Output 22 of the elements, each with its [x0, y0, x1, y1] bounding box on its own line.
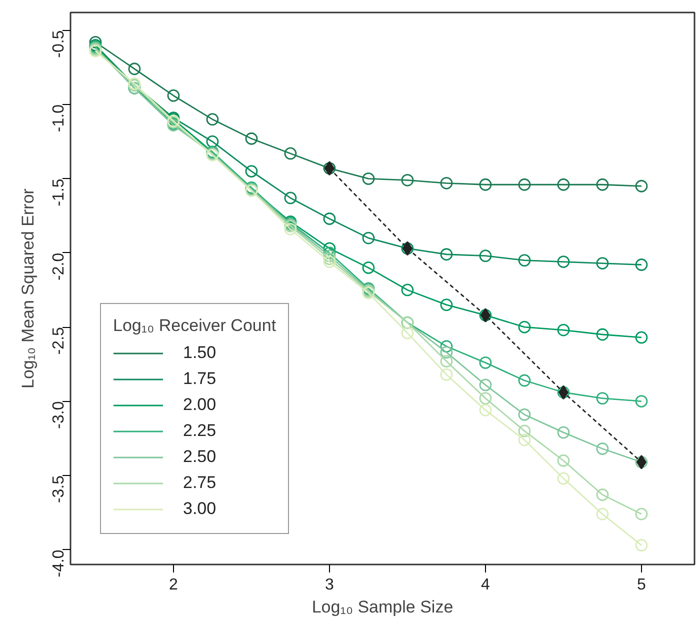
x-tick-label: 3 — [325, 576, 334, 594]
x-tick-label: 4 — [481, 576, 490, 594]
x-tick-label: 2 — [169, 576, 178, 594]
y-tick-label: -4.0 — [50, 550, 68, 578]
legend-label: 2.50 — [183, 446, 216, 468]
x-tick-label: 5 — [637, 576, 646, 594]
y-tick-label: -1.0 — [50, 104, 68, 132]
legend-label: 1.75 — [183, 368, 216, 390]
legend-label: 2.25 — [183, 420, 216, 442]
y-tick-label: -3.5 — [50, 475, 68, 504]
y-tick-label: -0.5 — [50, 30, 68, 58]
legend-label: 1.50 — [183, 342, 216, 364]
x-axis-title: Log₁₀ Sample Size — [312, 598, 454, 616]
y-tick-label: -3.0 — [50, 401, 68, 429]
legend-label: 3.00 — [183, 498, 216, 520]
y-tick-label: -2.5 — [50, 326, 68, 355]
y-axis-title: Log₁₀ Mean Squared Error — [18, 188, 38, 388]
legend-title: Log₁₀ Receiver Count — [113, 316, 276, 336]
legend-label: 2.75 — [183, 472, 216, 494]
y-tick-label: -1.5 — [50, 178, 68, 206]
legend-label: 2.00 — [183, 394, 216, 416]
y-tick-label: -2.0 — [50, 252, 68, 280]
